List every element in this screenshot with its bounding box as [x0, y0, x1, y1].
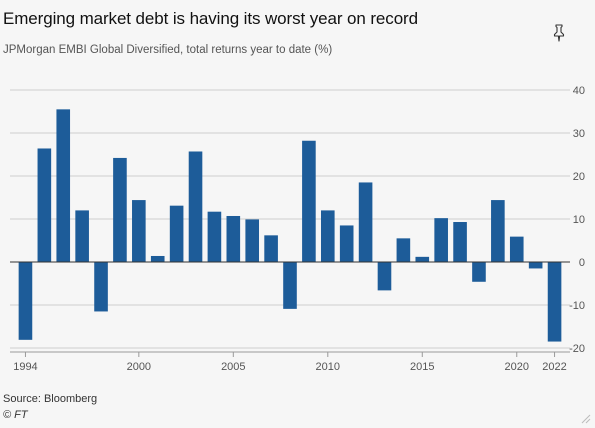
bar-2007: [264, 235, 278, 262]
bar-2018: [472, 262, 486, 282]
bar-2012: [358, 182, 373, 262]
bar-2005: [226, 215, 241, 262]
bar-2015: [415, 256, 430, 262]
bar-1994: [18, 262, 33, 340]
bar-2002: [169, 205, 184, 262]
bar-1995: [37, 148, 52, 262]
bar-2022: [547, 262, 562, 342]
bar-1998: [94, 262, 108, 312]
x-tick-label: 2015: [410, 361, 434, 373]
chart-subtitle: JPMorgan EMBI Global Diversified, total …: [3, 44, 333, 56]
bar-1999: [113, 157, 127, 262]
y-tick-label: 10: [573, 214, 585, 226]
bar-2000: [132, 200, 146, 262]
x-tick-label: 2005: [221, 361, 245, 373]
y-tick-label: -20: [569, 343, 585, 355]
bar-2020: [509, 236, 524, 262]
bar-2013: [377, 262, 392, 291]
bar-2021: [528, 262, 543, 269]
bar-2004: [207, 211, 222, 262]
bar-1996: [56, 109, 71, 262]
credit-note: © FT: [3, 409, 28, 421]
bar-2011: [339, 225, 354, 262]
bar-2014: [396, 238, 411, 262]
y-tick-label: 30: [573, 128, 585, 140]
bar-2019: [491, 200, 505, 262]
bar-1997: [75, 210, 89, 262]
y-tick-label: -10: [569, 300, 585, 312]
y-tick-label: 20: [573, 171, 585, 183]
x-tick-label: 2020: [505, 361, 529, 373]
x-tick-label: 2022: [542, 361, 566, 373]
pin-icon[interactable]: [552, 24, 566, 42]
bar-2003: [188, 151, 203, 262]
y-tick-label: 0: [579, 257, 585, 269]
bar-2006: [245, 219, 260, 262]
bar-2010: [320, 210, 335, 262]
resize-handle-icon[interactable]: [579, 412, 591, 424]
y-tick-label: 40: [573, 85, 585, 97]
bar-2001: [150, 255, 165, 262]
x-tick-label: 2000: [127, 361, 151, 373]
chart-title: Emerging market debt is having its worst…: [3, 9, 418, 28]
bar-2017: [453, 222, 467, 262]
x-tick-label: 2010: [316, 361, 340, 373]
bar-2009: [302, 140, 316, 262]
bar-2016: [434, 218, 448, 262]
source-note: Source: Bloomberg: [3, 393, 98, 405]
bar-2008: [283, 262, 297, 309]
x-tick-label: 1994: [13, 361, 37, 373]
